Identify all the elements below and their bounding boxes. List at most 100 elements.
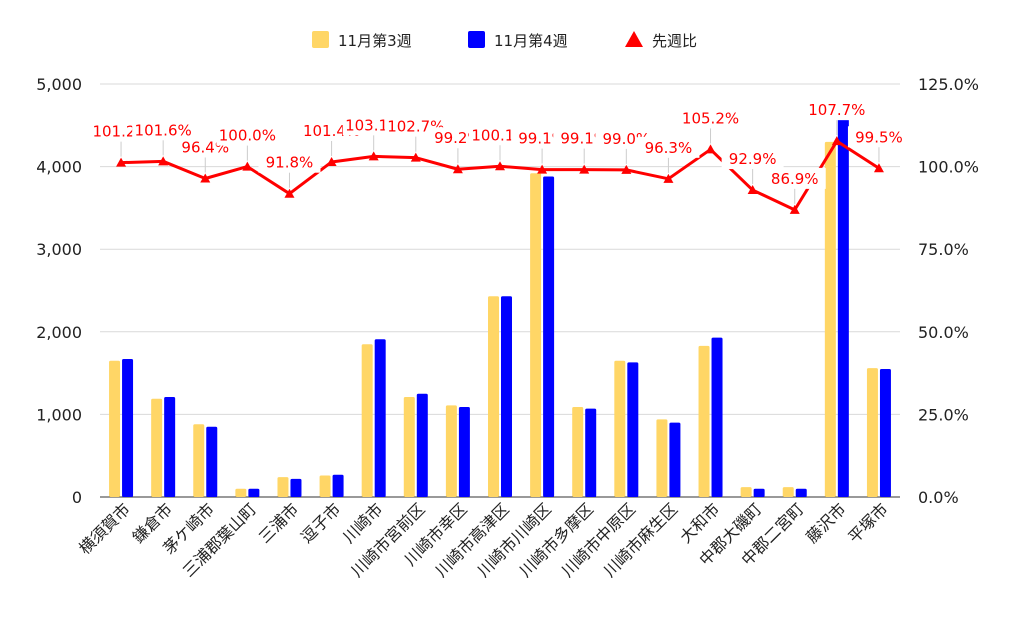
right-tick-label: 25.0% <box>918 405 969 424</box>
ratio-point <box>873 163 884 173</box>
ratio-point <box>326 156 337 166</box>
left-tick-label: 0 <box>72 488 82 507</box>
right-axis: 0.0% 25.0% 50.0% 75.0% 100.0% 125.0% <box>918 75 979 507</box>
bar-week4 <box>795 488 807 497</box>
legend: 11月第3週 11月第4週 先週比 <box>312 31 697 50</box>
bar-week3 <box>151 398 163 497</box>
x-tick-label: 逗子市 <box>297 499 344 546</box>
legend-swatch-week3 <box>312 31 329 48</box>
ratio-point <box>747 185 758 195</box>
bar-week4 <box>627 362 639 497</box>
x-axis: 横須賀市鎌倉市茅ケ崎市三浦郡葉山町三浦市逗子市川崎市川崎市宮前区川崎市幸区川崎市… <box>75 499 892 580</box>
bar-week4 <box>543 176 555 497</box>
left-tick-label: 2,000 <box>36 323 82 342</box>
x-tick-label: 平塚市 <box>844 499 891 546</box>
right-tick-label: 0.0% <box>918 488 959 507</box>
ratio-data-label: 107.7% <box>808 101 865 119</box>
data-label-bg <box>847 126 910 148</box>
ratio-point <box>579 164 590 174</box>
left-tick-label: 5,000 <box>36 75 82 94</box>
ratio-point <box>242 161 253 171</box>
bar-week3 <box>572 406 584 497</box>
left-tick-label: 3,000 <box>36 240 82 259</box>
ratio-data-label: 92.9% <box>729 150 777 168</box>
ratio-data-label: 101.6% <box>135 121 192 139</box>
bar-week3 <box>656 419 668 497</box>
bar-week3 <box>614 360 626 497</box>
bar-week4 <box>374 339 386 497</box>
bar-week4 <box>458 406 470 497</box>
bar-week4 <box>585 408 597 497</box>
data-label-bg <box>216 124 279 146</box>
right-tick-label: 75.0% <box>918 240 969 259</box>
ratio-data-label: 99.5% <box>855 128 903 146</box>
bar-series <box>109 114 891 497</box>
bar-week3 <box>530 173 542 497</box>
bar-week3 <box>824 141 836 497</box>
ratio-point <box>158 156 169 166</box>
ratio-point <box>368 151 379 161</box>
bar-week4 <box>122 359 134 497</box>
legend-label: 11月第3週 <box>338 32 412 50</box>
bar-week3 <box>698 345 710 497</box>
left-tick-label: 4,000 <box>36 158 82 177</box>
ratio-data-label: 86.9% <box>771 170 819 188</box>
bar-week4 <box>206 426 218 497</box>
bar-week4 <box>669 422 681 497</box>
ratio-data-label: 91.8% <box>266 154 314 172</box>
ratio-point <box>621 164 632 174</box>
ratio-point <box>537 164 548 174</box>
bar-week3 <box>277 477 289 497</box>
bar-week4 <box>290 478 302 497</box>
bar-week4 <box>332 474 344 497</box>
bar-week4 <box>248 488 260 497</box>
bar-week3 <box>109 360 121 497</box>
bar-week3 <box>782 487 794 497</box>
ratio-point <box>705 144 716 154</box>
bar-week4 <box>879 368 891 497</box>
data-label-bg <box>258 151 321 173</box>
x-tick-label: 三浦市 <box>255 499 302 546</box>
ratio-point <box>200 173 211 183</box>
data-label-bg <box>763 167 826 189</box>
right-tick-label: 100.0% <box>918 158 979 177</box>
ratio-data-label: 105.2% <box>682 109 739 127</box>
right-tick-label: 125.0% <box>918 75 979 94</box>
bar-week4 <box>164 397 176 497</box>
bar-week3 <box>319 475 331 497</box>
data-label-bg <box>721 148 784 170</box>
bar-week4 <box>501 296 512 497</box>
ratio-point <box>410 152 421 162</box>
bar-week3 <box>235 488 247 497</box>
legend-label: 先週比 <box>652 32 697 50</box>
bar-week3 <box>866 368 878 497</box>
data-label-bg <box>679 107 742 129</box>
x-tick-label: 横須賀市 <box>75 499 134 558</box>
bar-week3 <box>403 397 415 497</box>
ratio-point <box>452 164 463 174</box>
ratio-data-label: 96.3% <box>645 139 693 157</box>
ratio-point <box>789 204 800 214</box>
data-label-bg <box>805 99 868 121</box>
bar-week4 <box>837 114 849 497</box>
left-axis: 0 1,000 2,000 3,000 4,000 5,000 <box>36 75 82 507</box>
left-tick-label: 1,000 <box>36 405 82 424</box>
ratio-point <box>284 188 295 198</box>
data-label-bg <box>637 136 700 158</box>
legend-label: 11月第4週 <box>494 32 568 50</box>
bar-week3 <box>740 487 752 497</box>
bar-week3 <box>488 296 499 497</box>
line-series: 101.2%101.6%96.4%100.0%91.8%101.4%103.1%… <box>90 99 910 214</box>
legend-swatch-ratio <box>625 31 643 47</box>
x-tick-label: 藤沢市 <box>802 499 849 546</box>
bar-week3 <box>445 405 457 497</box>
right-tick-label: 50.0% <box>918 323 969 342</box>
ratio-point <box>663 173 674 183</box>
legend-swatch-week4 <box>468 31 485 48</box>
ratio-point <box>831 136 842 146</box>
ratio-data-label: 100.0% <box>219 127 276 145</box>
bar-week4 <box>711 337 723 497</box>
bar-week3 <box>193 424 205 497</box>
data-label-bg <box>132 119 195 141</box>
